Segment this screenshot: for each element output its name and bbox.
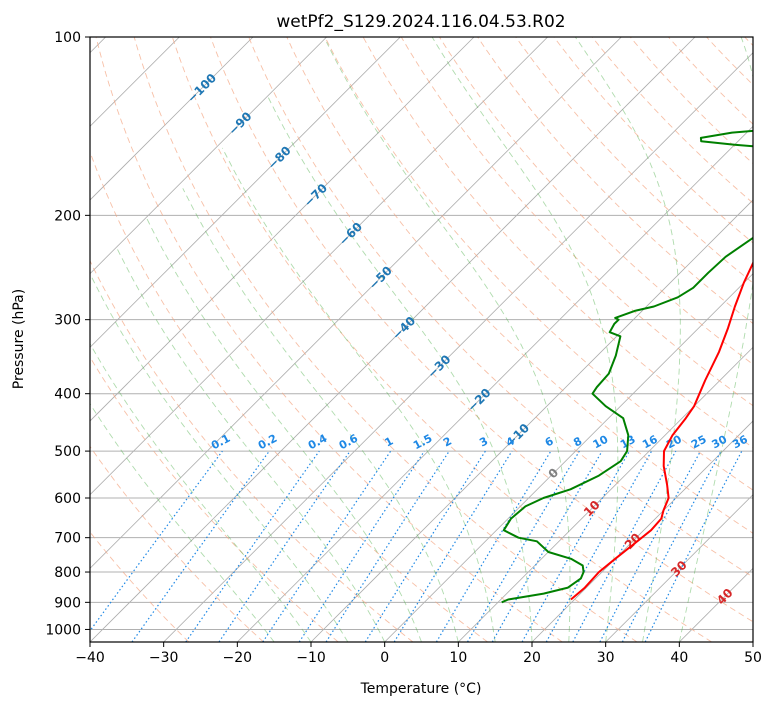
moist-adiabat-line bbox=[678, 37, 753, 642]
moist-adiabat-line bbox=[90, 342, 312, 642]
mixing-ratio-line bbox=[325, 450, 450, 642]
mixing-ratio-line bbox=[466, 450, 580, 642]
isotherm-line bbox=[384, 273, 753, 642]
isotherm-line bbox=[237, 125, 753, 642]
y-tick-label: 100 bbox=[54, 30, 81, 46]
sounding-line bbox=[501, 129, 753, 604]
moist-adiabat-line bbox=[146, 218, 422, 642]
y-tick-label: 1000 bbox=[45, 622, 81, 638]
y-tick-label: 400 bbox=[54, 387, 81, 403]
x-tick-label: 40 bbox=[670, 650, 688, 666]
isobar-grid bbox=[90, 37, 753, 630]
x-tick-label: 10 bbox=[449, 650, 467, 666]
dry-adiabat-line bbox=[477, 37, 753, 325]
isotherm-line bbox=[90, 37, 327, 275]
y-tick-label: 200 bbox=[54, 208, 81, 224]
dry-adiabat-line bbox=[324, 37, 753, 491]
moist-adiabat-line bbox=[182, 188, 459, 642]
isotherm-line bbox=[90, 37, 696, 642]
x-tick-label: −30 bbox=[149, 650, 179, 666]
y-tick-label: 500 bbox=[54, 444, 81, 460]
y-tick-label: 300 bbox=[54, 313, 81, 329]
x-axis-label: Temperature (°C) bbox=[360, 681, 482, 697]
moist-adiabat-line bbox=[90, 402, 275, 642]
dry-adiabat-line bbox=[591, 37, 753, 204]
dry-adiabat-line bbox=[90, 259, 414, 642]
dry-adiabat-line bbox=[248, 37, 753, 578]
mixing-ratio-line bbox=[90, 450, 223, 632]
isotherm-line bbox=[605, 494, 753, 642]
x-tick-label: 30 bbox=[597, 650, 615, 666]
moist-adiabat-line bbox=[431, 37, 619, 642]
isotherm-line bbox=[90, 37, 254, 201]
dry-adiabat-line bbox=[210, 37, 753, 623]
x-tick-label: 50 bbox=[744, 650, 762, 666]
x-tick-label: 0 bbox=[380, 650, 389, 666]
mixing-ratio-label: 10 bbox=[591, 433, 611, 452]
moist-adiabat-line bbox=[116, 248, 386, 642]
y-tick-label: 700 bbox=[54, 531, 81, 547]
x-axis-ticks: −40 −30 −20 −10 0 10 20 30 40 50 bbox=[75, 642, 762, 666]
mixing-ratio-line bbox=[185, 450, 320, 642]
isotherm-line bbox=[90, 37, 401, 348]
moist-adiabat-line bbox=[326, 41, 571, 642]
dry-adiabat-line bbox=[95, 37, 563, 642]
moist-adiabats bbox=[90, 37, 753, 642]
x-tick-label: −20 bbox=[223, 650, 253, 666]
y-axis-label: Pressure (hPa) bbox=[11, 289, 27, 389]
isotherm-line bbox=[90, 37, 475, 422]
mixing-ratio-label: 25 bbox=[689, 433, 709, 452]
mixing-ratio-line bbox=[393, 450, 513, 642]
mixing-ratio-line bbox=[521, 450, 631, 642]
dry-adiabat-line bbox=[515, 37, 753, 284]
plot-frame bbox=[89, 36, 754, 643]
sounding-line bbox=[570, 260, 753, 601]
isotherm-line bbox=[531, 420, 753, 642]
x-tick-label: 20 bbox=[523, 650, 541, 666]
dry-adiabat-line bbox=[629, 37, 753, 165]
y-tick-label: 600 bbox=[54, 491, 81, 507]
dry-adiabat-line bbox=[171, 37, 712, 642]
isotherm-line bbox=[458, 346, 753, 642]
dry-adiabats bbox=[90, 37, 753, 642]
mixing-ratio-line bbox=[131, 450, 270, 642]
dry-adiabat-line bbox=[400, 37, 753, 407]
mixing-ratio-line bbox=[364, 450, 486, 642]
mixing-ratio-label: 30 bbox=[710, 433, 730, 452]
mixing-ratio-line bbox=[491, 450, 603, 642]
isotherm-line bbox=[90, 37, 548, 496]
isotherm-grid bbox=[90, 37, 753, 642]
mixing-ratio-label: 16 bbox=[640, 433, 660, 452]
mixing-ratio-line bbox=[572, 450, 677, 642]
mixing-ratio-label: 36 bbox=[730, 433, 750, 452]
mixing-ratio-line bbox=[435, 450, 552, 642]
mixing-ratio-line bbox=[545, 450, 653, 642]
dry-adiabat-line bbox=[90, 445, 264, 642]
moist-adiabat-line bbox=[221, 147, 496, 642]
isotherm-line bbox=[163, 52, 753, 642]
mixing-ratio-label: 20 bbox=[664, 433, 684, 452]
mixing-ratio-lines bbox=[90, 450, 743, 642]
y-tick-label: 800 bbox=[54, 565, 81, 581]
isotherm-line bbox=[90, 37, 622, 569]
dry-adiabat-line bbox=[133, 37, 638, 642]
x-tick-label: −40 bbox=[75, 650, 105, 666]
y-tick-label: 900 bbox=[54, 595, 81, 611]
x-tick-label: −10 bbox=[296, 650, 326, 666]
sounding-profiles bbox=[501, 129, 753, 604]
moist-adiabat-line bbox=[267, 97, 533, 642]
chart-title: wetPf2_S129.2024.116.04.53.R02 bbox=[276, 12, 565, 32]
y-axis-ticks: 100 200 300 400 500 600 700 800 900 1000 bbox=[45, 30, 90, 638]
mixing-ratio-line bbox=[218, 450, 351, 642]
dry-adiabat-line bbox=[362, 37, 753, 449]
moist-adiabat-line bbox=[90, 273, 349, 642]
moist-adiabat-line bbox=[574, 37, 681, 642]
